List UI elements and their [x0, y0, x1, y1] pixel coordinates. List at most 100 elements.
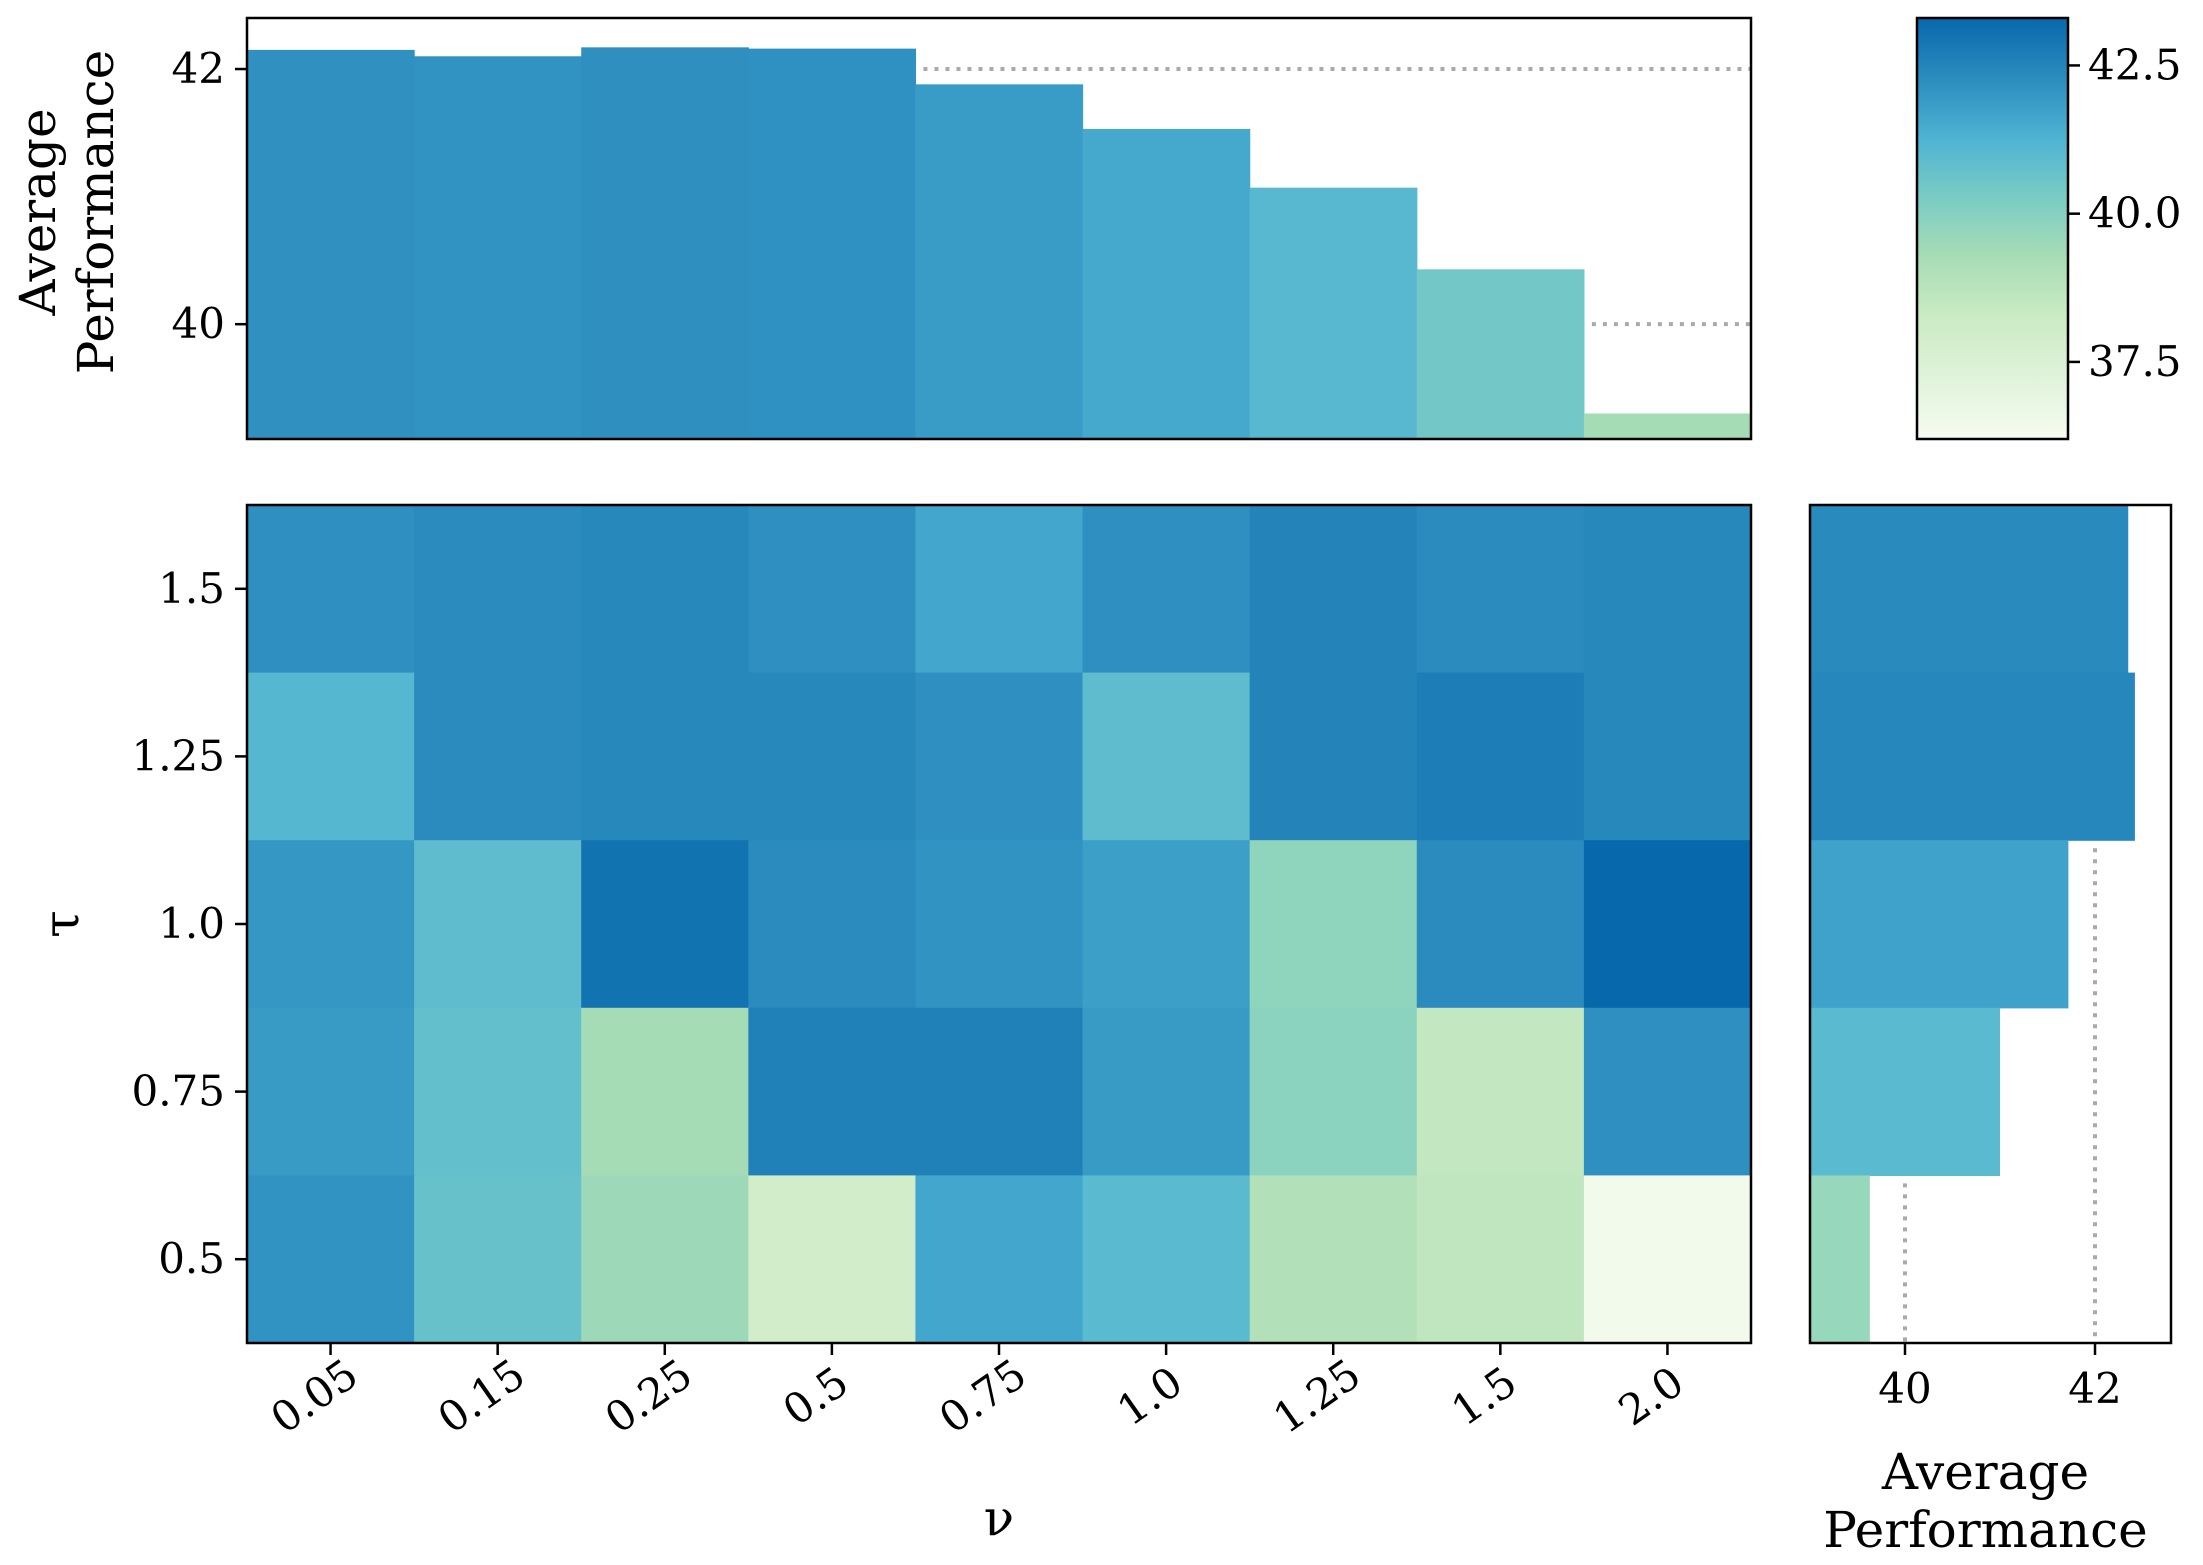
top-bar — [247, 49, 415, 439]
heatmap-cell — [247, 840, 415, 1009]
heatmap-cell — [748, 1175, 917, 1344]
y-tick-label: 1.5 — [158, 564, 225, 613]
top-bar — [581, 47, 749, 440]
colorbar-ticks: 37.5 40.0 42.5 — [2068, 40, 2182, 386]
top-marginal-bar-chart: 40 42 AveragePerformance — [9, 16, 1753, 441]
heatmap-cell — [1082, 840, 1251, 1009]
heatmap-cell — [1249, 672, 1418, 841]
heatmap-cell — [1082, 505, 1251, 674]
x-tick-label: 0.5 — [774, 1357, 857, 1435]
heatmap-cell — [247, 1007, 415, 1176]
top-y-axis-label: AveragePerformance — [9, 50, 125, 374]
right-bar — [1810, 1007, 2000, 1176]
top-bar — [748, 48, 917, 439]
right-bar — [1810, 505, 2129, 674]
right-x-axis-label: Average Performance — [1823, 1443, 2147, 1559]
x-tick-label: 0.15 — [429, 1349, 534, 1443]
right-bar — [1810, 1175, 1870, 1344]
heatmap-cell — [748, 1007, 917, 1176]
top-y-ticks: 40 42 — [172, 44, 247, 348]
heatmap-cell — [247, 672, 415, 841]
top-bar — [1583, 413, 1752, 439]
heatmap-cell — [1249, 1007, 1418, 1176]
heatmap-cell — [414, 672, 582, 841]
heatmap-cell — [414, 840, 582, 1009]
heatmap-cell — [915, 672, 1084, 841]
heatmap-cell — [1583, 1175, 1752, 1344]
heatmap-cell — [748, 505, 917, 674]
right-x-ticks: 40 42 — [1878, 1343, 2122, 1413]
heatmap-cell — [247, 505, 415, 674]
right-panel-frame — [1808, 503, 2173, 1345]
heatmap-cell — [1082, 1007, 1251, 1176]
colorbar-frame — [1915, 16, 2070, 441]
top-reference-lines — [923, 67, 1751, 327]
heatmap-cell — [748, 840, 917, 1009]
heatmap-cell — [581, 1007, 749, 1176]
right-x-tick-label: 42 — [2068, 1364, 2121, 1413]
top-bars — [247, 47, 1752, 440]
heatmap-cell — [414, 1175, 582, 1344]
right-bar — [1810, 840, 2069, 1009]
heatmap-x-ticks: 0.05 0.15 0.25 0.5 0.75 1.0 1.25 1.5 2.0 — [262, 1343, 1693, 1443]
heatmap-cell — [581, 672, 749, 841]
colorbar: 37.5 40.0 42.5 — [1915, 16, 2182, 441]
right-x-axis-label-line: Performance — [1823, 1501, 2147, 1559]
top-bar — [915, 84, 1084, 440]
heatmap-cell — [1082, 672, 1251, 841]
y-tick-label: 0.5 — [158, 1234, 225, 1283]
heatmap-cell — [1416, 672, 1585, 841]
x-tick-label: 0.75 — [930, 1349, 1035, 1443]
x-tick-label: 1.5 — [1443, 1357, 1526, 1435]
heatmap-cell — [247, 1175, 415, 1344]
top-bar — [1249, 187, 1418, 439]
heatmap-cell — [1082, 1175, 1251, 1344]
colorbar-tick-label: 37.5 — [2088, 337, 2182, 386]
heatmap-cell — [1249, 505, 1418, 674]
heatmap-cells — [247, 505, 1752, 1344]
heatmap-cell — [414, 1007, 582, 1176]
top-bar — [1082, 128, 1251, 439]
top-y-tick-label: 40 — [172, 299, 225, 348]
right-marginal-bar-chart: 40 42 Average Performance — [1808, 503, 2173, 1559]
heatmap-cell — [1416, 505, 1585, 674]
heatmap-cell — [581, 1175, 749, 1344]
y-tick-label: 0.75 — [131, 1067, 225, 1116]
x-tick-label: 0.25 — [596, 1349, 701, 1443]
heatmap: 0.05 0.15 0.25 0.5 0.75 1.0 1.25 1.5 2.0 1.5 1.25… — [32, 503, 1753, 1547]
right-bar — [1810, 672, 2135, 841]
heatmap-cell — [915, 840, 1084, 1009]
heatmap-cell — [581, 840, 749, 1009]
right-reference-lines — [1903, 848, 2097, 1343]
top-y-tick-label: 42 — [172, 44, 225, 93]
heatmap-cell — [414, 505, 582, 674]
heatmap-cell — [1416, 1007, 1585, 1176]
heatmap-y-ticks: 1.5 1.25 1.0 0.75 0.5 — [131, 564, 247, 1283]
top-y-axis-label-line: Performance — [67, 50, 125, 374]
top-panel-frame — [245, 16, 1753, 441]
x-tick-label: 1.25 — [1265, 1349, 1370, 1443]
heatmap-cell — [1249, 1175, 1418, 1344]
heatmap-cell — [1249, 840, 1418, 1009]
heatmap-cell — [1583, 505, 1752, 674]
right-bars — [1810, 505, 2135, 1344]
y-tick-label: 1.25 — [131, 731, 225, 780]
x-tick-label: 2.0 — [1610, 1357, 1693, 1435]
colorbar-tick-label: 40.0 — [2088, 189, 2182, 238]
heatmap-cell — [1583, 1007, 1752, 1176]
x-tick-label: 1.0 — [1108, 1357, 1191, 1435]
colorbar-gradient — [1917, 18, 2068, 439]
heatmap-cell — [1583, 840, 1752, 1009]
right-x-tick-label: 40 — [1878, 1364, 1931, 1413]
heatmap-y-axis-label: τ — [32, 910, 90, 938]
heatmap-cell — [1416, 840, 1585, 1009]
right-x-axis-label-line: Average — [1881, 1443, 2089, 1501]
heatmap-cell — [915, 1007, 1084, 1176]
heatmap-cell — [581, 505, 749, 674]
colorbar-tick-label: 42.5 — [2088, 40, 2182, 89]
heatmap-cell — [1583, 672, 1752, 841]
top-bar — [1416, 269, 1585, 439]
top-bar — [414, 56, 582, 439]
x-tick-label: 0.05 — [262, 1349, 367, 1443]
